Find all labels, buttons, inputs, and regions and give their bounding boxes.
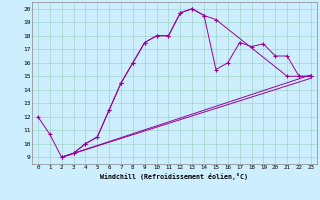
X-axis label: Windchill (Refroidissement éolien,°C): Windchill (Refroidissement éolien,°C)	[100, 173, 248, 180]
